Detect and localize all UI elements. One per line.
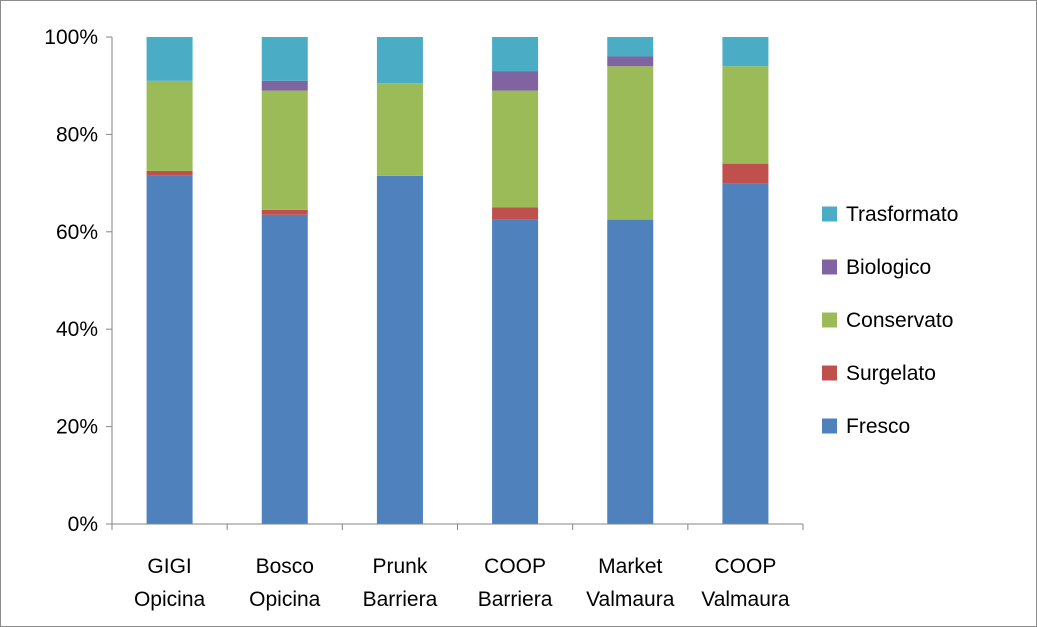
legend: Trasformato Biologico Conservato Surgelato F… bbox=[822, 203, 958, 438]
bar-segment-fresco bbox=[607, 219, 654, 525]
y-tick-label: 60% bbox=[56, 221, 98, 244]
axes-group bbox=[106, 36, 804, 530]
x-tick-label: GIGI bbox=[147, 555, 191, 578]
legend-swatch-conservato bbox=[822, 312, 837, 328]
bar-segment-conservato bbox=[722, 66, 769, 164]
x-tick-label: Barriera bbox=[478, 588, 553, 611]
legend-swatch-biologico bbox=[822, 259, 837, 275]
y-tick-labels: 0% 20% 40% 60% 80% 100% bbox=[44, 26, 98, 536]
y-tick-label: 40% bbox=[56, 318, 98, 341]
legend-label-surgelato: Surgelato bbox=[846, 362, 936, 385]
bar-segment-surgelato bbox=[492, 207, 539, 220]
bar-segment-trasformato bbox=[607, 37, 654, 57]
x-tick-label: Bosco bbox=[256, 555, 314, 578]
bar-segment-fresco bbox=[146, 175, 193, 525]
legend-label-biologico: Biologico bbox=[846, 256, 931, 279]
x-tick-label: Prunk bbox=[372, 555, 427, 578]
bar-segment-fresco bbox=[376, 175, 423, 525]
bar-segment-trasformato bbox=[146, 37, 193, 81]
bar-segment-trasformato bbox=[492, 37, 539, 72]
x-tick-labels: GIGI Opicina Bosco Opicina Prunk Barriera COOP… bbox=[134, 555, 790, 611]
bar-segment-conservato bbox=[376, 83, 423, 176]
y-tick-label: 20% bbox=[56, 416, 98, 439]
bar-segment-biologico bbox=[492, 71, 539, 91]
legend-label-conservato: Conservato bbox=[846, 309, 953, 332]
bar-segment-surgelato bbox=[261, 209, 308, 215]
bar-segment-conservato bbox=[607, 66, 654, 220]
x-tick-label: COOP bbox=[714, 555, 776, 578]
x-tick-label: COOP bbox=[484, 555, 546, 578]
bar-segment-conservato bbox=[492, 90, 539, 208]
legend-swatch-surgelato bbox=[822, 365, 837, 381]
legend-swatch-fresco bbox=[822, 418, 837, 434]
bar-segment-surgelato bbox=[146, 170, 193, 176]
x-tick-label: Valmaura bbox=[586, 588, 675, 611]
x-tick-label: Opicina bbox=[249, 588, 321, 611]
y-tick-label: 0% bbox=[68, 513, 98, 536]
x-tick-label: Valmaura bbox=[701, 588, 790, 611]
legend-swatch-trasformato bbox=[822, 206, 837, 222]
bar-segment-conservato bbox=[261, 90, 308, 210]
bar-segment-fresco bbox=[722, 183, 769, 524]
x-tick-label: Opicina bbox=[134, 588, 206, 611]
bar-segment-trasformato bbox=[376, 37, 423, 84]
bar-segment-conservato bbox=[146, 80, 193, 171]
legend-label-trasformato: Trasformato bbox=[846, 203, 958, 226]
bar-segment-fresco bbox=[261, 214, 308, 524]
bars-group bbox=[146, 37, 769, 525]
y-tick-label: 80% bbox=[56, 123, 98, 146]
bar-segment-biologico bbox=[261, 80, 308, 91]
bar-segment-trasformato bbox=[722, 37, 769, 67]
legend-label-fresco: Fresco bbox=[846, 415, 910, 438]
x-tick-label: Barriera bbox=[363, 588, 438, 611]
bar-segment-fresco bbox=[492, 219, 539, 525]
bar-segment-trasformato bbox=[261, 37, 308, 81]
bar-segment-biologico bbox=[607, 56, 654, 67]
bar-segment-surgelato bbox=[722, 163, 769, 184]
y-tick-label: 100% bbox=[44, 26, 98, 49]
x-tick-label: Market bbox=[598, 555, 662, 578]
